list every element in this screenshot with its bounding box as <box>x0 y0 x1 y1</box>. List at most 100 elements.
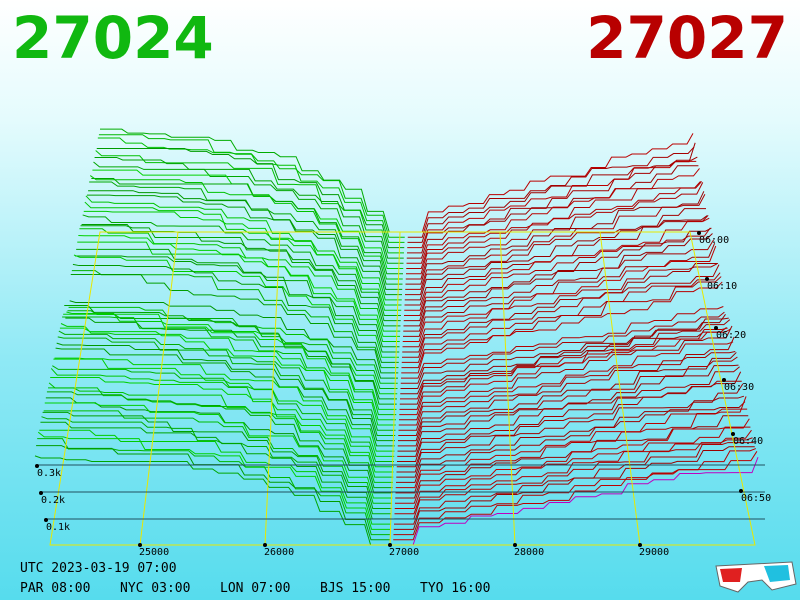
tick-dot <box>39 491 43 495</box>
ask-depth-line <box>407 160 697 249</box>
ask-depth-line <box>398 352 737 442</box>
tick-dot <box>263 543 267 547</box>
tick-dot <box>44 518 48 522</box>
floor-frame <box>49 231 756 546</box>
volume-label: 0.2k <box>41 495 65 506</box>
red-lens <box>720 568 742 582</box>
tick-dot <box>714 326 718 330</box>
bid-depth-line <box>95 150 404 254</box>
ask-depth-line <box>397 364 739 452</box>
bid-depth-line <box>89 175 403 280</box>
city-clock: NYC 03:00 <box>120 581 190 596</box>
3d-glasses-icon <box>715 561 797 593</box>
ask-depth-line <box>408 133 694 233</box>
ask-depth-line <box>399 325 733 421</box>
bid-depth-line <box>41 416 392 515</box>
bid-depth-line <box>48 382 394 478</box>
time-axis: 06:00 06:10 06:20 06:30 06:40 06:50 <box>697 231 771 504</box>
bid-depth-line <box>52 365 394 463</box>
price-label: 27000 <box>389 547 419 558</box>
ask-depth-line <box>405 208 706 296</box>
city-clock: TYO 16:00 <box>420 581 490 596</box>
floor <box>36 231 765 546</box>
price-grid-line <box>389 231 401 546</box>
city-clock: LON 07:00 <box>220 581 290 596</box>
ask-depth-line <box>394 426 751 509</box>
bid-depth-line <box>60 323 396 421</box>
best-bid: 27024 <box>12 4 214 72</box>
bid-depth-line <box>37 438 391 536</box>
price-label: 25000 <box>139 547 169 558</box>
price-axis: 25000 26000 27000 28000 29000 <box>138 543 669 558</box>
ask-depth-line <box>399 328 732 416</box>
time-label: 06:20 <box>716 330 746 341</box>
bid-depth-line <box>55 347 395 447</box>
ask-depth-line <box>395 408 748 494</box>
ask-depth-line <box>398 351 736 436</box>
bid-depth-line <box>39 429 391 525</box>
ask-depth-line <box>404 227 711 316</box>
bid-depth-line <box>42 411 392 509</box>
ask-depth-line <box>400 327 728 400</box>
ask-depth-line <box>398 341 734 426</box>
tick-dot <box>697 231 701 235</box>
bid-depth-line <box>58 330 396 431</box>
bid-depth-line <box>65 317 397 400</box>
bid-depth-line <box>82 214 401 316</box>
ask-depth-line <box>407 146 695 238</box>
time-label: 06:00 <box>699 235 729 246</box>
ask-depth-line <box>400 314 726 389</box>
tick-dot <box>739 489 743 493</box>
ask-depth-line <box>400 327 727 395</box>
ask-depth-line <box>402 245 717 343</box>
bid-depth-line <box>36 445 391 541</box>
ask-depth-line <box>393 456 759 546</box>
ask-depth-line <box>406 181 701 270</box>
tick-dot <box>513 543 517 547</box>
tick-dot <box>138 543 142 547</box>
bid-depth-line <box>91 177 403 275</box>
bid-depth-line <box>43 410 392 504</box>
bid-depth-line <box>37 431 391 530</box>
bid-depth-line <box>73 254 399 358</box>
bid-depth-line <box>84 201 402 306</box>
ask-depth-line <box>397 366 740 457</box>
tick-dot <box>731 432 735 436</box>
price-label: 26000 <box>264 547 294 558</box>
bid-depth-line <box>81 223 401 322</box>
ask-depth-line <box>393 446 755 530</box>
city-clock: PAR 08:00 <box>20 581 90 596</box>
ask-depth-line <box>401 306 724 379</box>
bid-depth-line <box>76 248 400 348</box>
bid-depth-line <box>62 316 397 416</box>
ask-depth-line <box>399 317 729 405</box>
price-grid-line <box>264 231 281 546</box>
bid-depth-line <box>57 336 396 436</box>
ask-depth-line <box>403 242 716 337</box>
cyan-lens <box>764 565 790 582</box>
bid-depth-line <box>67 310 398 389</box>
tick-dot <box>388 543 392 547</box>
best-ask: 27027 <box>586 4 788 72</box>
ask-depth-line <box>401 281 723 374</box>
bid-depth-line <box>80 225 401 327</box>
tick-dot <box>35 464 39 468</box>
ask-depth-line <box>396 383 744 473</box>
bid-depth-line <box>100 128 405 233</box>
bid-depth-line <box>79 228 401 332</box>
ask-depth-line <box>404 217 710 311</box>
ask-depth-line <box>402 263 718 353</box>
volume-label: 0.3k <box>37 468 61 479</box>
bid-depth-line <box>92 169 404 270</box>
ask-depth-line <box>395 415 749 499</box>
ask-depth-line <box>393 448 757 536</box>
time-label: 06:40 <box>733 436 763 447</box>
ask-depth-line <box>406 168 700 264</box>
bid-depth-line <box>83 210 402 311</box>
ask-depth-line <box>393 451 758 541</box>
bid-depth-line <box>54 357 395 452</box>
tick-dot <box>705 277 709 281</box>
bid-depth-line <box>89 181 403 285</box>
